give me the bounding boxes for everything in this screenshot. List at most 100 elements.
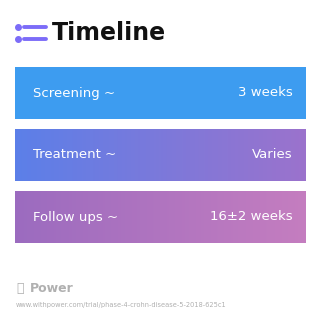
Bar	[160, 191, 162, 243]
Bar	[193, 191, 195, 243]
Bar	[86, 129, 88, 181]
Bar	[125, 67, 127, 119]
Bar	[176, 67, 178, 119]
Bar	[240, 67, 242, 119]
Bar	[112, 129, 114, 181]
Bar	[54, 129, 56, 181]
Bar	[298, 67, 300, 119]
Bar	[282, 67, 284, 119]
Bar	[50, 129, 52, 181]
Bar	[261, 67, 263, 119]
Bar	[276, 129, 278, 181]
Bar	[69, 191, 71, 243]
Bar	[177, 67, 179, 119]
Bar	[127, 191, 129, 243]
Bar	[193, 67, 195, 119]
Bar	[141, 67, 143, 119]
Bar	[154, 191, 156, 243]
Bar	[60, 191, 62, 243]
Bar	[199, 67, 201, 119]
Bar	[132, 67, 134, 119]
Bar	[24, 129, 26, 181]
Bar	[131, 191, 133, 243]
Bar	[299, 129, 301, 181]
Bar	[40, 129, 42, 181]
Bar	[146, 67, 148, 119]
Bar	[102, 129, 104, 181]
Bar	[146, 191, 148, 243]
Bar	[170, 129, 172, 181]
Bar	[99, 191, 101, 243]
Bar	[263, 191, 265, 243]
Bar	[212, 191, 214, 243]
Bar	[209, 67, 211, 119]
Bar	[199, 191, 201, 243]
Bar	[156, 191, 157, 243]
Bar	[138, 67, 140, 119]
Bar	[302, 129, 304, 181]
Bar	[51, 67, 53, 119]
Text: Varies: Varies	[252, 148, 293, 162]
Bar	[157, 129, 159, 181]
Bar	[211, 129, 213, 181]
Bar	[34, 67, 36, 119]
Bar	[134, 129, 136, 181]
Bar	[188, 67, 189, 119]
Bar	[66, 67, 68, 119]
Bar	[286, 191, 288, 243]
Bar	[167, 191, 169, 243]
Bar	[34, 129, 36, 181]
Bar	[116, 191, 118, 243]
Bar	[170, 129, 172, 181]
Bar	[18, 67, 20, 119]
Bar	[189, 67, 191, 119]
Bar	[208, 129, 210, 181]
Bar	[214, 67, 216, 119]
Bar	[221, 129, 223, 181]
Bar	[86, 191, 88, 243]
Bar	[264, 129, 266, 181]
Bar	[240, 67, 242, 119]
Bar	[167, 191, 169, 243]
Bar	[106, 67, 108, 119]
Bar	[222, 191, 224, 243]
Bar	[44, 129, 46, 181]
Bar	[202, 67, 204, 119]
Bar	[256, 129, 258, 181]
Bar	[27, 129, 28, 181]
Bar	[192, 129, 194, 181]
Bar	[153, 129, 155, 181]
Bar	[151, 129, 153, 181]
Bar	[158, 129, 161, 181]
Bar	[282, 191, 284, 243]
Bar	[238, 191, 240, 243]
Bar	[253, 67, 255, 119]
Bar	[121, 191, 123, 243]
Bar	[138, 67, 140, 119]
Bar	[201, 191, 203, 243]
Bar	[251, 129, 253, 181]
Bar	[195, 67, 197, 119]
Bar	[250, 129, 252, 181]
Bar	[215, 191, 217, 243]
Bar	[217, 129, 219, 181]
Bar	[220, 191, 221, 243]
Bar	[230, 67, 232, 119]
Bar	[35, 67, 37, 119]
Bar	[28, 129, 30, 181]
Bar	[154, 67, 156, 119]
Bar	[84, 191, 86, 243]
Bar	[264, 67, 266, 119]
Bar	[21, 129, 23, 181]
Bar	[180, 67, 182, 119]
Bar	[125, 191, 127, 243]
Bar	[256, 191, 258, 243]
Bar	[170, 191, 172, 243]
Bar	[173, 191, 175, 243]
Bar	[118, 67, 120, 119]
Bar	[201, 129, 203, 181]
Bar	[206, 191, 208, 243]
Bar	[174, 129, 176, 181]
Bar	[299, 67, 301, 119]
Bar	[137, 191, 139, 243]
